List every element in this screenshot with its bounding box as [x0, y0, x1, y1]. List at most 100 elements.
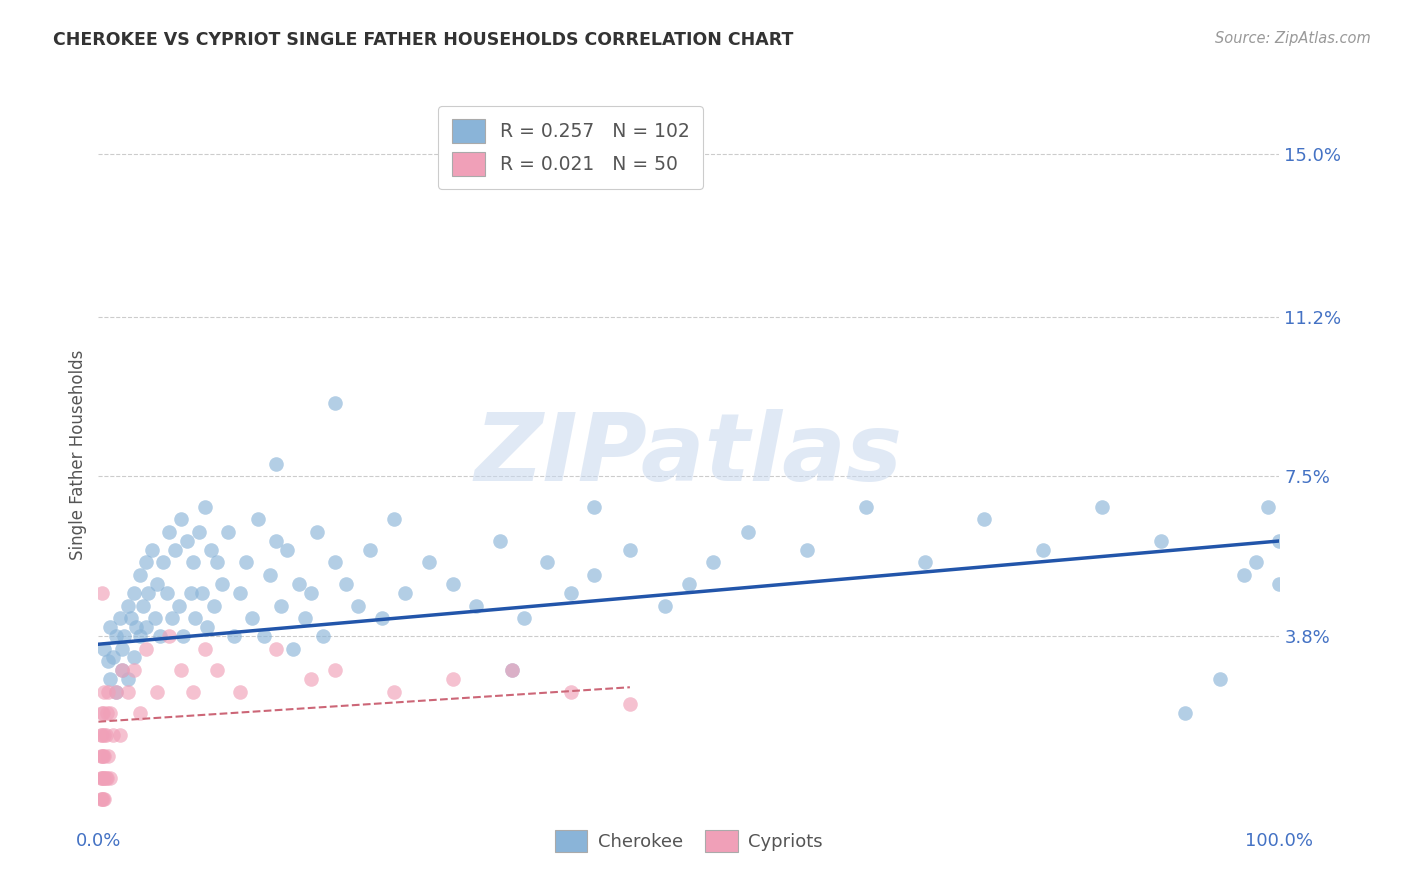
Point — [176, 533, 198, 548]
Text: Source: ZipAtlas.com: Source: ZipAtlas.com — [1215, 31, 1371, 46]
Point — [299, 585, 322, 599]
Point — [205, 663, 228, 677]
Point — [160, 611, 183, 625]
Point — [229, 684, 252, 698]
Point — [619, 542, 641, 557]
Point — [141, 542, 163, 557]
Point — [172, 629, 194, 643]
Point — [536, 556, 558, 570]
Text: ZIPatlas: ZIPatlas — [475, 409, 903, 501]
Point — [91, 585, 114, 599]
Point — [105, 684, 128, 698]
Point — [165, 542, 187, 557]
Point — [93, 792, 115, 806]
Point — [1233, 568, 1256, 582]
Point — [512, 611, 534, 625]
Point — [489, 533, 512, 548]
Point — [180, 585, 202, 599]
Point — [394, 585, 416, 599]
Point — [157, 525, 180, 540]
Point — [128, 629, 150, 643]
Point — [108, 728, 131, 742]
Point — [122, 663, 145, 677]
Point — [117, 672, 139, 686]
Point — [441, 577, 464, 591]
Point — [146, 577, 169, 591]
Point — [181, 684, 204, 698]
Point — [323, 556, 346, 570]
Point — [1174, 706, 1197, 720]
Point — [90, 749, 112, 764]
Point — [156, 585, 179, 599]
Point — [91, 749, 114, 764]
Point — [259, 568, 281, 582]
Point — [501, 663, 523, 677]
Point — [560, 684, 582, 698]
Point — [91, 706, 114, 720]
Point — [143, 611, 166, 625]
Point — [167, 599, 190, 613]
Point — [152, 556, 174, 570]
Point — [654, 599, 676, 613]
Text: CHEROKEE VS CYPRIOT SINGLE FATHER HOUSEHOLDS CORRELATION CHART: CHEROKEE VS CYPRIOT SINGLE FATHER HOUSEH… — [53, 31, 794, 49]
Point — [101, 650, 124, 665]
Point — [382, 512, 405, 526]
Point — [737, 525, 759, 540]
Point — [335, 577, 357, 591]
Point — [101, 728, 124, 742]
Point — [560, 585, 582, 599]
Point — [97, 684, 120, 698]
Point — [224, 629, 246, 643]
Point — [136, 585, 159, 599]
Point — [240, 611, 263, 625]
Point — [132, 599, 155, 613]
Point — [312, 629, 335, 643]
Point — [105, 629, 128, 643]
Point — [97, 749, 120, 764]
Point — [98, 706, 121, 720]
Y-axis label: Single Father Households: Single Father Households — [69, 350, 87, 560]
Point — [122, 585, 145, 599]
Point — [111, 663, 134, 677]
Point — [619, 698, 641, 712]
Point — [299, 672, 322, 686]
Point — [205, 556, 228, 570]
Point — [359, 542, 381, 557]
Point — [418, 556, 440, 570]
Point — [702, 556, 724, 570]
Point — [91, 771, 114, 785]
Point — [1032, 542, 1054, 557]
Point — [276, 542, 298, 557]
Point — [96, 706, 118, 720]
Point — [1257, 500, 1279, 514]
Point — [111, 663, 134, 677]
Legend: Cherokee, Cypriots: Cherokee, Cypriots — [548, 822, 830, 859]
Point — [382, 684, 405, 698]
Point — [264, 641, 287, 656]
Point — [105, 684, 128, 698]
Point — [94, 771, 117, 785]
Point — [323, 663, 346, 677]
Point — [294, 611, 316, 625]
Point — [583, 568, 606, 582]
Point — [97, 655, 120, 669]
Point — [1268, 577, 1291, 591]
Point — [1268, 533, 1291, 548]
Point — [170, 512, 193, 526]
Point — [264, 533, 287, 548]
Point — [93, 771, 115, 785]
Point — [187, 525, 209, 540]
Point — [112, 629, 135, 643]
Point — [323, 396, 346, 410]
Point — [146, 684, 169, 698]
Point — [914, 556, 936, 570]
Point — [855, 500, 877, 514]
Point — [93, 728, 115, 742]
Point — [94, 728, 117, 742]
Point — [98, 771, 121, 785]
Point — [135, 641, 157, 656]
Point — [122, 650, 145, 665]
Point — [125, 620, 148, 634]
Point — [184, 611, 207, 625]
Point — [235, 556, 257, 570]
